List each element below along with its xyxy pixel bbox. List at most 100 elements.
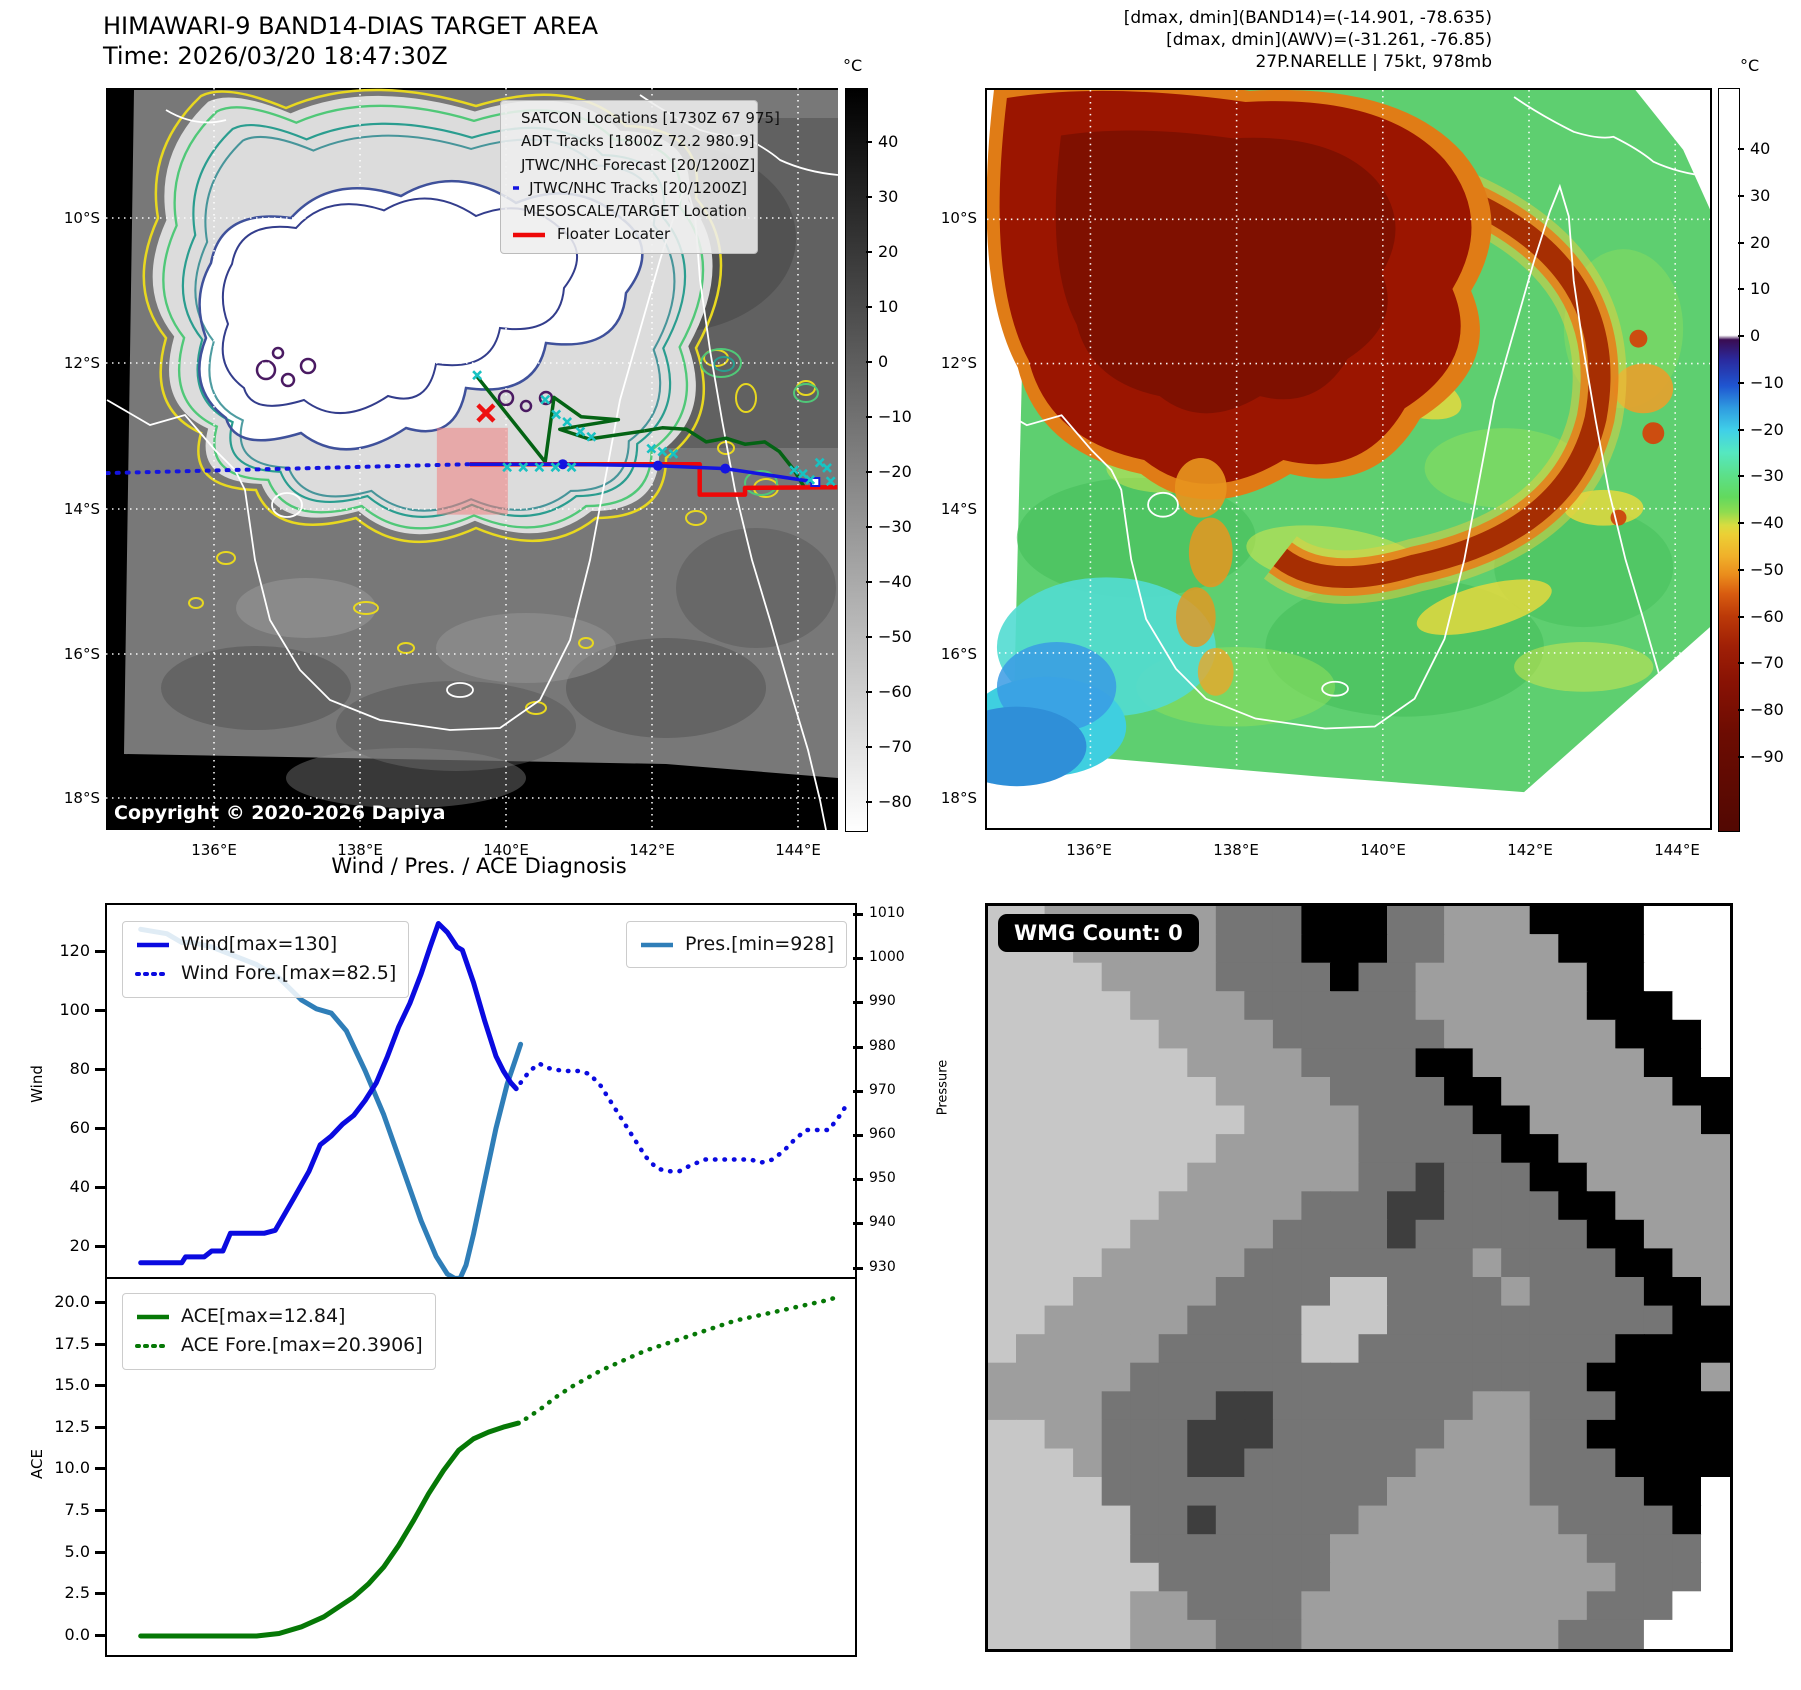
- wmg-cell: [1158, 1134, 1189, 1164]
- wmg-cell: [1701, 1619, 1730, 1649]
- wmg-cell: [1301, 1162, 1331, 1193]
- wmg-cell: [1158, 1477, 1189, 1507]
- wmg-cell: [1472, 1134, 1503, 1164]
- wmg-cell: [1158, 1391, 1189, 1421]
- wmg-cell: [1244, 1419, 1274, 1450]
- wmg-cell: [1444, 1219, 1474, 1250]
- wmg-cell: [1586, 1191, 1617, 1221]
- wmg-cell: [1701, 906, 1730, 936]
- wmg-cell: [1358, 1248, 1388, 1278]
- wmg-cell: [1044, 962, 1075, 993]
- wmg-cell: [1615, 1219, 1645, 1250]
- wmg-cell: [1358, 906, 1388, 936]
- wmg-cell: [1472, 1105, 1503, 1136]
- wmg-cell: [1158, 1334, 1189, 1364]
- wmg-cell: [1529, 1305, 1560, 1336]
- pressure-tick-mark: [853, 913, 863, 916]
- wmg-cell: [1272, 934, 1303, 964]
- band14-colorbar-tick-mark: [866, 306, 872, 308]
- wmg-cell: [1444, 1505, 1474, 1536]
- wmg-cell: [1529, 1277, 1560, 1307]
- wmg-cell: [1586, 1077, 1617, 1107]
- band14-colorbar-tick-mark: [866, 251, 872, 253]
- wmg-cell: [1643, 1048, 1674, 1078]
- wmg-cell: [1358, 1391, 1388, 1421]
- adt-track-line: [475, 375, 646, 464]
- wmg-cell: [1101, 1591, 1132, 1621]
- ace-tick: 20.0: [54, 1292, 90, 1311]
- wmg-cell: [1387, 1562, 1417, 1593]
- wmg-cell: [988, 1277, 1017, 1307]
- wmg-cell: [1672, 1391, 1702, 1421]
- wmg-cell: [1272, 1591, 1303, 1621]
- wmg-cell: [1044, 1419, 1075, 1450]
- line-legend-marker-icon: [137, 942, 169, 947]
- awv-map-art: [987, 90, 1710, 828]
- wmg-cell: [1187, 1134, 1217, 1164]
- band14-colorbar-tick: −40: [878, 572, 912, 591]
- wmg-cell: [1130, 1277, 1160, 1307]
- wmg-cell: [1701, 1162, 1730, 1193]
- wmg-cell: [1101, 1619, 1132, 1649]
- page-title: HIMAWARI-9 BAND14-DIAS TARGET AREA: [103, 12, 599, 40]
- wmg-cell: [1558, 934, 1588, 964]
- band14-colorbar-tick-mark: [866, 361, 872, 363]
- awv-colorbar-tick: 40: [1750, 139, 1771, 158]
- wmg-cell: [1073, 1277, 1103, 1307]
- wmg-cell: [1358, 1534, 1388, 1564]
- wmg-cell: [1358, 1362, 1388, 1393]
- band14-colorbar-tick-mark: [866, 416, 872, 418]
- wmg-cell: [1158, 1419, 1189, 1450]
- pressure-tick: 940: [869, 1214, 896, 1231]
- awv-colorbar-tick: −80: [1750, 700, 1784, 719]
- map-legend-item-label: SATCON Locations [1730Z 67 975]: [521, 109, 780, 127]
- wmg-cell: [1672, 1134, 1702, 1164]
- wmg-cell: [1529, 1362, 1560, 1393]
- wmg-cell: [1215, 1391, 1246, 1421]
- wmg-cell: [1701, 1019, 1730, 1050]
- wmg-cell: [1244, 991, 1274, 1021]
- wmg-cell: [1158, 1591, 1189, 1621]
- wmg-cell: [1415, 1562, 1446, 1593]
- wmg-cell: [1101, 1362, 1132, 1393]
- wmg-cell: [1187, 1391, 1217, 1421]
- wmg-cell: [1558, 1248, 1588, 1278]
- wmg-cell: [1244, 1162, 1274, 1193]
- wmg-cell: [1215, 934, 1246, 964]
- wmg-cell: [1701, 1534, 1730, 1564]
- wmg-cell: [1472, 1277, 1503, 1307]
- wmg-cell: [1301, 1362, 1331, 1393]
- wmg-cell: [1672, 1334, 1702, 1364]
- wmg-cell: [1615, 1477, 1645, 1507]
- wmg-cell: [1615, 1277, 1645, 1307]
- wmg-cell: [1701, 1077, 1730, 1107]
- wmg-cell: [1615, 1334, 1645, 1364]
- wmg-cell: [1415, 1505, 1446, 1536]
- wmg-cell: [1016, 1477, 1046, 1507]
- wmg-cell: [1187, 1505, 1217, 1536]
- wmg-cell: [1643, 962, 1674, 993]
- wmg-cell: [1472, 1305, 1503, 1336]
- awv-colorbar-unit: °C: [1740, 56, 1760, 75]
- satcon-x-marker: [668, 448, 679, 459]
- wmg-cell: [1586, 1477, 1617, 1507]
- wmg-cell: [1358, 1619, 1388, 1649]
- wmg-cell: [1387, 991, 1417, 1021]
- wmg-cell: [1444, 1248, 1474, 1278]
- wmg-cell: [1044, 1191, 1075, 1221]
- wmg-cell: [1358, 1562, 1388, 1593]
- wmg-cell: [1158, 1105, 1189, 1136]
- wmg-cell: [1529, 962, 1560, 993]
- wmg-cell: [1643, 1534, 1674, 1564]
- wmg-cell: [1244, 1277, 1274, 1307]
- wmg-cell: [1643, 1562, 1674, 1593]
- wmg-cell: [1073, 1162, 1103, 1193]
- wmg-cell: [1415, 1048, 1446, 1078]
- wind-legend-item-label: Wind Fore.[max=82.5]: [181, 962, 397, 985]
- wmg-cell: [1044, 1362, 1075, 1393]
- wmg-cell: [1643, 1191, 1674, 1221]
- awv-lon-tick: 142°E: [1507, 841, 1553, 859]
- wmg-cell: [1244, 1219, 1274, 1250]
- wmg-cell: [1073, 1305, 1103, 1336]
- wmg-cell: [1244, 1534, 1274, 1564]
